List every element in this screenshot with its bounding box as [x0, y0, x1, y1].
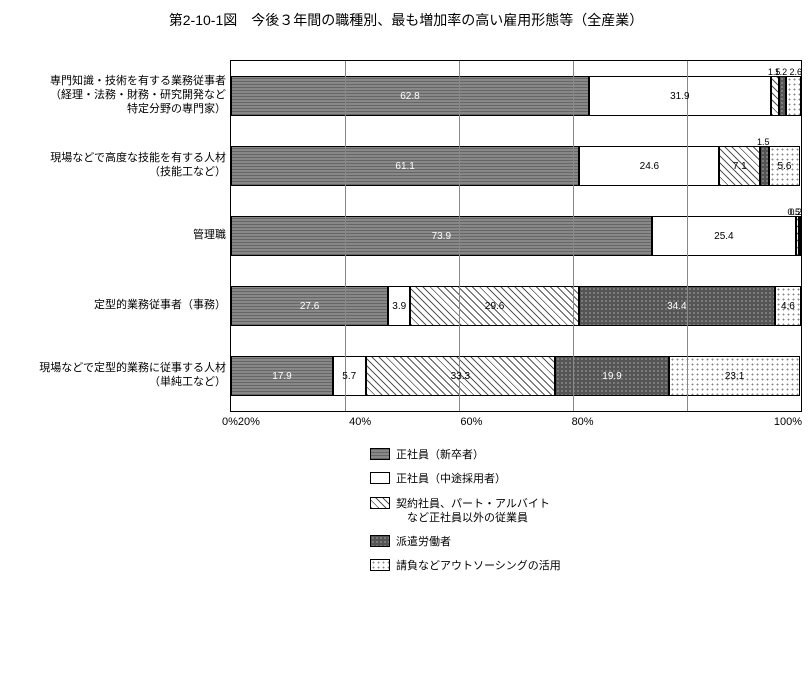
gridline [459, 61, 460, 411]
legend-swatch [370, 472, 390, 484]
chart-area: 専門知識・技術を有する業務従事者 （経理・法務・財務・研究開発など 特定分野の専… [10, 60, 802, 412]
bar-segment: 33.3 [366, 356, 556, 396]
bar-segment: 5.7 [333, 356, 365, 396]
bar-segment: 31.9 [589, 76, 771, 116]
bar-segment: 34.4 [579, 286, 775, 326]
bar-segment: 1.5 [760, 146, 769, 186]
bar-value-label: 34.4 [667, 301, 686, 312]
legend-label: 契約社員、パート・アルバイト など正社員以外の従業員 [396, 497, 550, 526]
bar-value-label: 23.1 [725, 371, 744, 382]
y-axis-labels: 専門知識・技術を有する業務従事者 （経理・法務・財務・研究開発など 特定分野の専… [10, 60, 230, 412]
bar-value-label: 61.1 [395, 161, 414, 172]
bar-segment: 61.1 [231, 146, 579, 186]
bar-segment: 25.4 [652, 216, 797, 256]
bar-segment: 5.6 [769, 146, 801, 186]
bar-value-label: 19.9 [602, 371, 621, 382]
legend-swatch [370, 535, 390, 547]
bar-value-label: 27.6 [300, 301, 319, 312]
chart-title: 第2-10-1図 今後３年間の職種別、最も増加率の高い雇用形態等（全産業） [10, 10, 802, 30]
bar-value-label: 3.9 [392, 301, 406, 312]
legend-item: 正社員（新卒者） [370, 448, 802, 462]
bar-segment: 1.5 [771, 76, 780, 116]
category-label: 定型的業務従事者（事務） [10, 270, 230, 340]
bar-value-label: 5.6 [778, 161, 792, 172]
bar-segment: 3.9 [388, 286, 410, 326]
bar-row: 61.1 24.6 7.1 1.5 5.6 [231, 131, 801, 201]
category-label: 専門知識・技術を有する業務従事者 （経理・法務・財務・研究開発など 特定分野の専… [10, 60, 230, 130]
bar-row: 17.9 5.7 33.3 19.9 23.1 [231, 341, 801, 411]
bar-segment: 0.2 [799, 216, 801, 256]
bar-segment: 73.9 [231, 216, 652, 256]
bar-segment: 24.6 [579, 146, 719, 186]
bar-value-label: 73.9 [432, 231, 451, 242]
bar-segment: 62.8 [231, 76, 589, 116]
bar-segment: 29.6 [410, 286, 579, 326]
bar-row: 62.8 31.9 1.51.22.6 [231, 61, 801, 131]
bar-value-label: 2.6 [789, 67, 802, 77]
bar-value-label: 33.3 [451, 371, 470, 382]
bar-value-label: 1.5 [757, 137, 770, 147]
bar-row: 27.6 3.9 29.6 34.4 4.6 [231, 271, 801, 341]
bar-row: 73.925.40.50.2 [231, 201, 801, 271]
bar-value-label: 0.2 [790, 207, 803, 217]
bar-value-label: 29.6 [485, 301, 504, 312]
legend-swatch [370, 497, 390, 509]
x-tick-label: 80% [572, 416, 683, 428]
legend-swatch [370, 448, 390, 460]
plot-area: 62.831.91.51.22.661.124.67.11.55.673.925… [230, 60, 802, 412]
gridline [345, 61, 346, 411]
legend-label: 正社員（中途採用者） [396, 472, 506, 486]
gridline [573, 61, 574, 411]
bar-value-label: 31.9 [670, 91, 689, 102]
legend-label: 請負などアウトソーシングの活用 [396, 559, 561, 573]
x-axis: 0%20%40%60%80%100% [230, 412, 802, 428]
x-tick-label: 60% [460, 416, 571, 428]
bar-segment: 4.6 [775, 286, 801, 326]
category-label: 現場などで高度な技能を有する人材 （技能工など） [10, 130, 230, 200]
bar-segment: 27.6 [231, 286, 388, 326]
bar-value-label: 7.1 [733, 161, 747, 172]
category-label: 管理職 [10, 200, 230, 270]
bar-segment: 1.2 [779, 76, 786, 116]
bar-value-label: 62.8 [400, 91, 419, 102]
bar-value-label: 24.6 [640, 161, 659, 172]
x-tick-label: 100% [691, 416, 802, 428]
bar-value-label: 1.2 [775, 67, 788, 77]
gridline [687, 61, 688, 411]
bar-segment: 17.9 [231, 356, 333, 396]
x-tick-label: 20% [238, 416, 349, 428]
bar-segment: 7.1 [719, 146, 759, 186]
legend-label: 正社員（新卒者） [396, 448, 484, 462]
x-tick-label: 40% [349, 416, 460, 428]
legend: 正社員（新卒者） 正社員（中途採用者） 契約社員、パート・アルバイト など正社員以外… [370, 448, 802, 574]
legend-item: 契約社員、パート・アルバイト など正社員以外の従業員 [370, 497, 802, 526]
category-label: 現場などで定型的業務に従事する人材 （単純工など） [10, 340, 230, 410]
bar-segment: 2.6 [786, 76, 801, 116]
bar-value-label: 17.9 [272, 371, 291, 382]
legend-item: 正社員（中途採用者） [370, 472, 802, 486]
legend-item: 請負などアウトソーシングの活用 [370, 559, 802, 573]
bar-value-label: 5.7 [342, 371, 356, 382]
legend-item: 派遣労働者 [370, 535, 802, 549]
bar-value-label: 4.6 [781, 301, 795, 312]
legend-label: 派遣労働者 [396, 535, 451, 549]
legend-swatch [370, 559, 390, 571]
x-tick-label: 0% [222, 416, 238, 428]
bar-segment: 23.1 [669, 356, 801, 396]
bar-value-label: 25.4 [714, 231, 733, 242]
